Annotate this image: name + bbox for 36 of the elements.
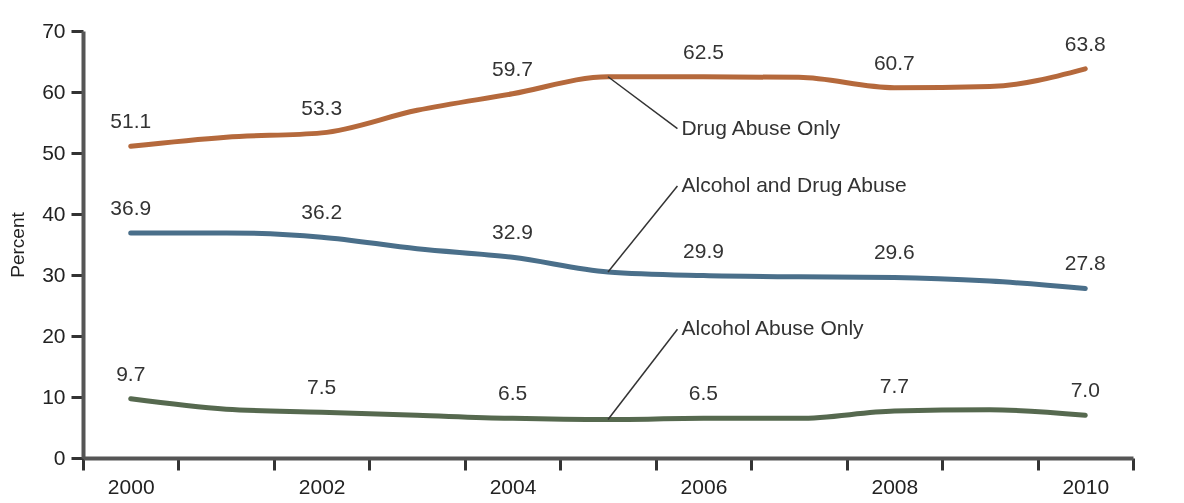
x-tick-label: 2000 <box>107 474 155 498</box>
data-label: 29.6 <box>873 240 915 264</box>
y-tick-label: 70 <box>42 18 66 42</box>
data-label: 51.1 <box>110 109 152 133</box>
data-label: 36.2 <box>301 200 343 224</box>
y-tick-label: 60 <box>42 79 66 103</box>
data-label: 7.5 <box>307 375 337 399</box>
data-label: 6.5 <box>497 381 528 405</box>
data-label: 36.9 <box>110 195 152 219</box>
x-tick-label: 2008 <box>871 474 919 498</box>
data-label: 63.8 <box>1064 31 1106 55</box>
data-label: 53.3 <box>301 95 343 119</box>
y-tick-label: 20 <box>42 323 66 347</box>
y-tick-label: 0 <box>53 445 66 469</box>
data-label: 9.7 <box>116 361 146 385</box>
y-tick-label: 10 <box>42 384 66 408</box>
text: Alcohol Abuse Only <box>681 316 865 340</box>
data-label: 6.5 <box>688 381 719 405</box>
data-label: 29.9 <box>683 238 724 262</box>
y-tick-label: 50 <box>42 140 66 164</box>
data-label: 7.0 <box>1070 378 1100 402</box>
x-tick-label: 2004 <box>489 474 537 498</box>
data-label: 7.7 <box>879 374 909 398</box>
data-label: 59.7 <box>492 56 533 80</box>
text: Alcohol and Drug Abuse <box>681 172 907 196</box>
data-label: 32.9 <box>492 220 533 244</box>
data-label: 62.5 <box>683 39 724 63</box>
series-label: Drug Abuse Only <box>681 115 841 139</box>
x-tick-label: 2006 <box>680 474 728 498</box>
y-tick-label: 30 <box>42 262 66 286</box>
data-label: 60.7 <box>873 50 915 74</box>
x-tick-label: 2010 <box>1062 474 1110 498</box>
data-label: 27.8 <box>1064 251 1106 275</box>
y-axis-title: Percent <box>7 211 29 278</box>
x-tick-label: 2002 <box>298 474 346 498</box>
y-tick-label: 40 <box>42 201 66 225</box>
